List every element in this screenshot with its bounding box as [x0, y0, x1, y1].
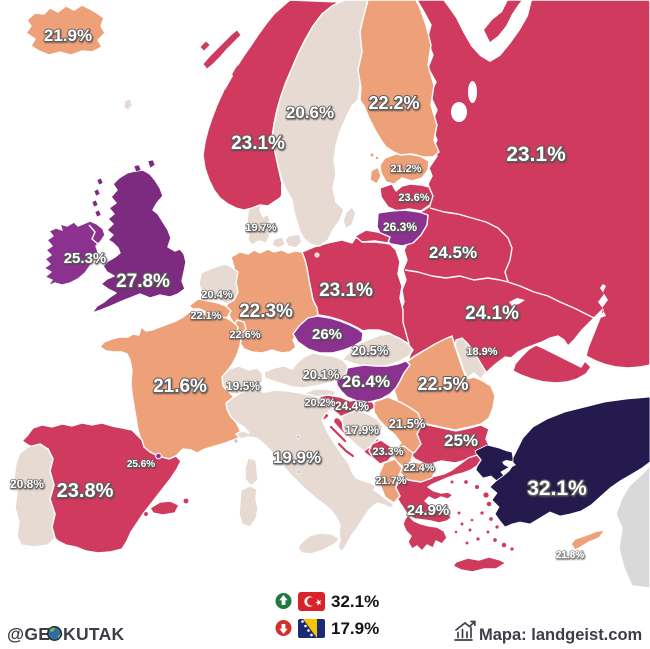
svg-text:19.5%: 19.5%	[226, 379, 260, 393]
svg-text:22.6%: 22.6%	[229, 329, 260, 341]
svg-text:26.3%: 26.3%	[383, 220, 417, 234]
svg-text:20.6%: 20.6%	[286, 103, 334, 122]
svg-text:23.3%: 23.3%	[372, 446, 403, 458]
svg-text:21.2%: 21.2%	[390, 163, 421, 175]
svg-text:17.9%: 17.9%	[345, 423, 379, 437]
svg-text:26.4%: 26.4%	[342, 372, 390, 391]
svg-text:24.9%: 24.9%	[407, 502, 450, 519]
svg-text:23.8%: 23.8%	[57, 480, 114, 502]
svg-text:17.9%: 17.9%	[331, 619, 379, 638]
svg-text:KUTAK: KUTAK	[63, 624, 125, 644]
svg-text:23.1%: 23.1%	[506, 143, 566, 166]
svg-text:20.4%: 20.4%	[201, 289, 232, 301]
svg-text:22.2%: 22.2%	[368, 93, 419, 113]
svg-text:20.1%: 20.1%	[303, 367, 340, 382]
svg-text:25%: 25%	[444, 431, 478, 450]
svg-text:22.1%: 22.1%	[190, 310, 221, 322]
svg-text:24.4%: 24.4%	[335, 399, 369, 413]
svg-text:21.6%: 21.6%	[153, 376, 207, 397]
svg-text:18.9%: 18.9%	[466, 346, 497, 358]
svg-text:32.1%: 32.1%	[527, 477, 587, 500]
svg-text:26%: 26%	[312, 326, 342, 343]
svg-text:27.8%: 27.8%	[116, 271, 170, 292]
svg-text:22.5%: 22.5%	[417, 374, 468, 394]
svg-text:19.7%: 19.7%	[245, 222, 276, 234]
svg-text:Mapa: landgeist.com: Mapa: landgeist.com	[479, 626, 642, 644]
svg-text:25.6%: 25.6%	[127, 459, 155, 470]
svg-text:19.9%: 19.9%	[273, 448, 321, 467]
svg-text:25.3%: 25.3%	[64, 250, 107, 267]
svg-text:23.1%: 23.1%	[231, 133, 285, 154]
svg-text:24.5%: 24.5%	[429, 243, 477, 262]
svg-text:21.8%: 21.8%	[556, 550, 584, 561]
svg-text:20.5%: 20.5%	[352, 343, 389, 358]
svg-text:21.9%: 21.9%	[44, 26, 92, 45]
svg-text:20.2%: 20.2%	[304, 397, 335, 409]
svg-text:21.7%: 21.7%	[375, 475, 406, 487]
svg-text:32.1%: 32.1%	[331, 592, 379, 611]
svg-text:@GE: @GE	[7, 624, 50, 644]
svg-text:23.1%: 23.1%	[319, 280, 373, 301]
svg-text:24.1%: 24.1%	[465, 303, 519, 324]
svg-text:20.8%: 20.8%	[10, 477, 44, 491]
svg-text:21.5%: 21.5%	[389, 416, 426, 431]
svg-text:22.4%: 22.4%	[403, 462, 434, 474]
svg-text:23.6%: 23.6%	[398, 192, 429, 204]
svg-text:22.3%: 22.3%	[239, 301, 293, 322]
